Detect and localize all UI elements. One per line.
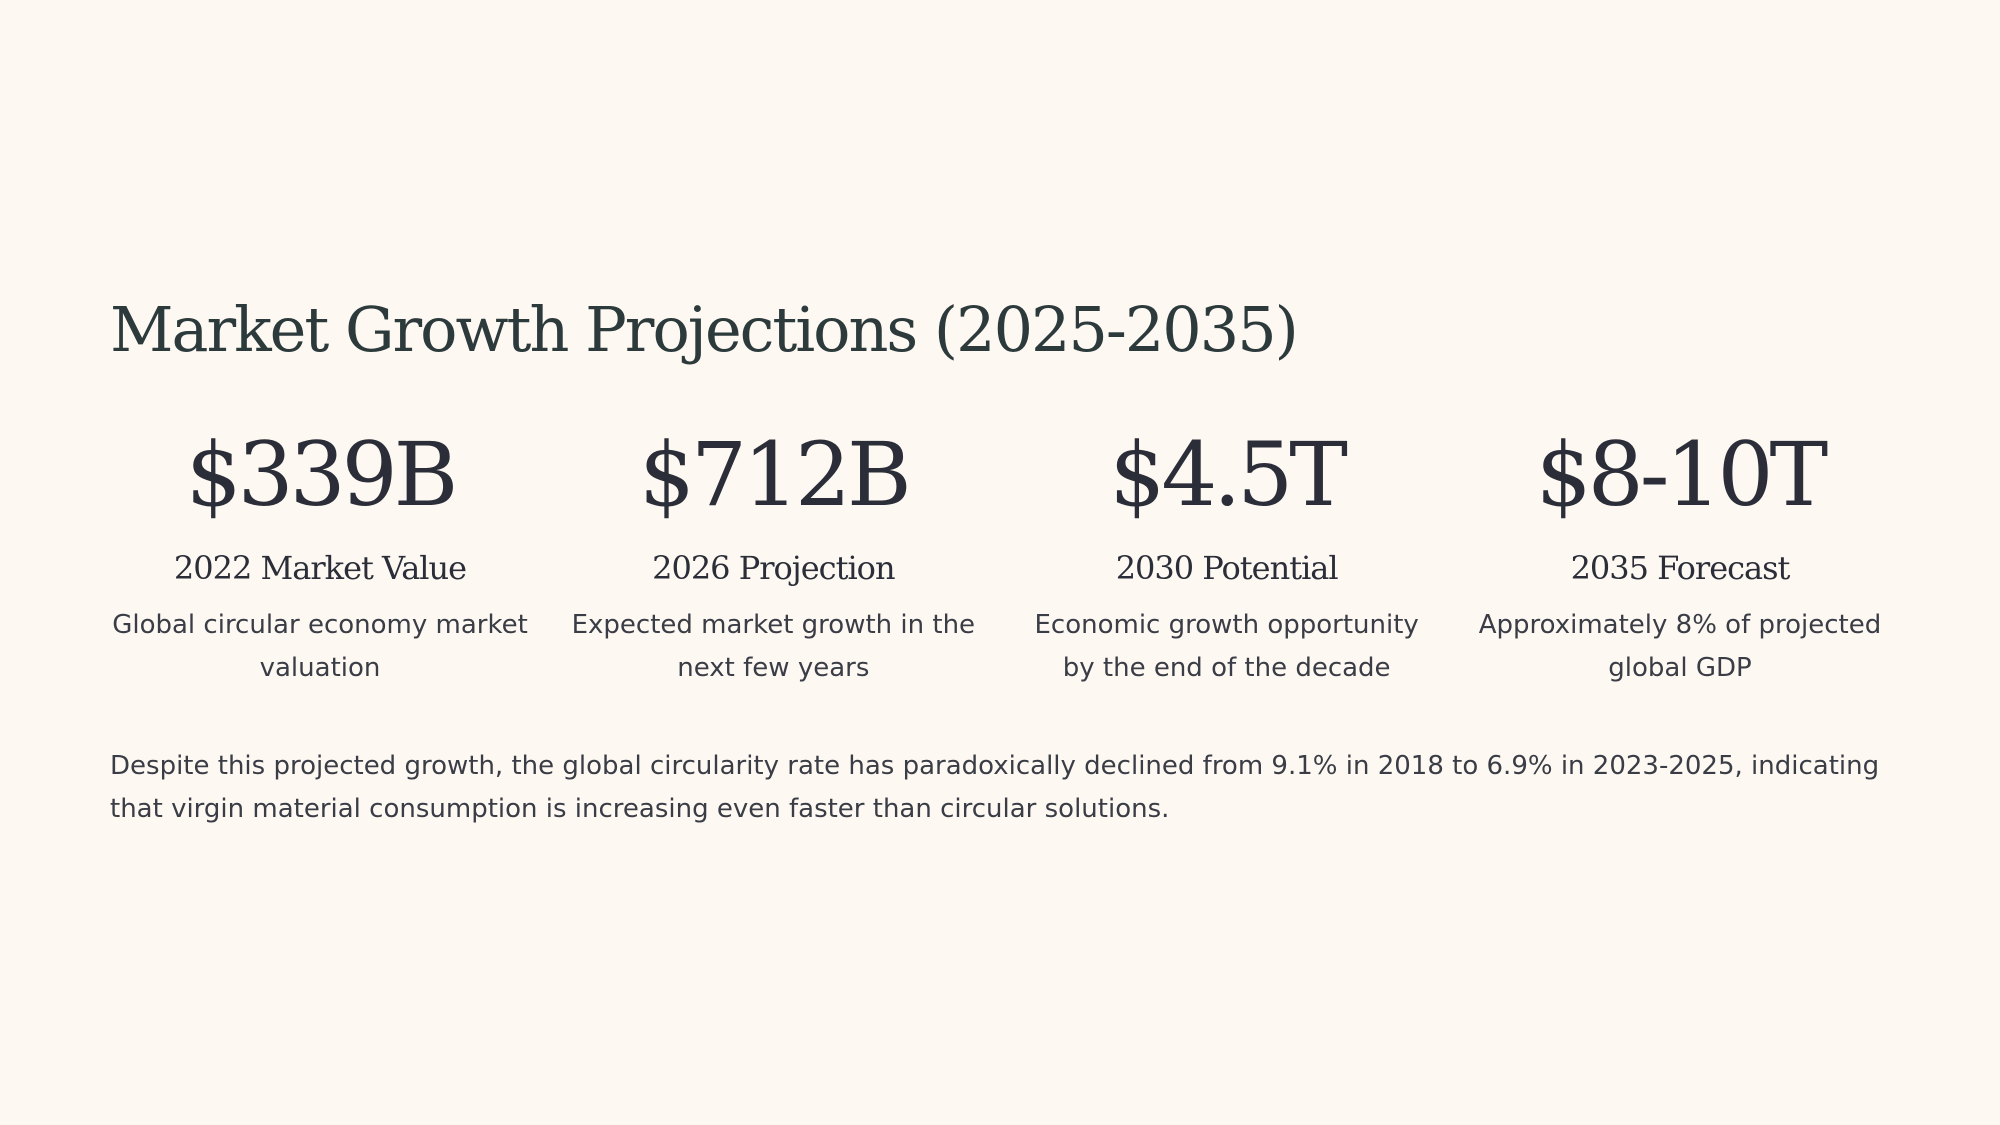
stat-value: $712B — [639, 423, 912, 526]
stat-card-2026: $712B 2026 Projection Expected market gr… — [563, 420, 983, 690]
stat-label: 2026 Projection — [652, 549, 895, 587]
stat-description: Global circular economy market valuation — [112, 610, 528, 683]
slide: Market Growth Projections (2025-2035) $3… — [110, 290, 1890, 824]
stat-description: Expected market growth in the next few y… — [571, 610, 976, 683]
summary-paragraph: Despite this projected growth, the globa… — [110, 751, 1880, 824]
stat-card-2035: $8-10T 2035 Forecast Approximately 8% of… — [1470, 420, 1890, 690]
stat-value: $8-10T — [1535, 423, 1828, 526]
slide-title: Market Growth Projections (2025-2035) — [110, 293, 1299, 366]
stat-label: 2035 Forecast — [1570, 549, 1791, 587]
stat-value: $4.5T — [1109, 423, 1348, 526]
stat-label: 2022 Market Value — [173, 549, 467, 587]
stat-value: $339B — [185, 423, 459, 526]
stat-description: Approximately 8% of projected global GDP — [1478, 610, 1882, 683]
stat-card-2022: $339B 2022 Market Value Global circular … — [110, 420, 530, 690]
stat-card-2030: $4.5T 2030 Potential Economic growth opp… — [1017, 420, 1437, 690]
stat-label: 2030 Potential — [1115, 549, 1339, 587]
stat-description: Economic growth opportunity by the end o… — [1034, 610, 1419, 683]
stats-row: $339B 2022 Market Value Global circular … — [110, 420, 1890, 690]
